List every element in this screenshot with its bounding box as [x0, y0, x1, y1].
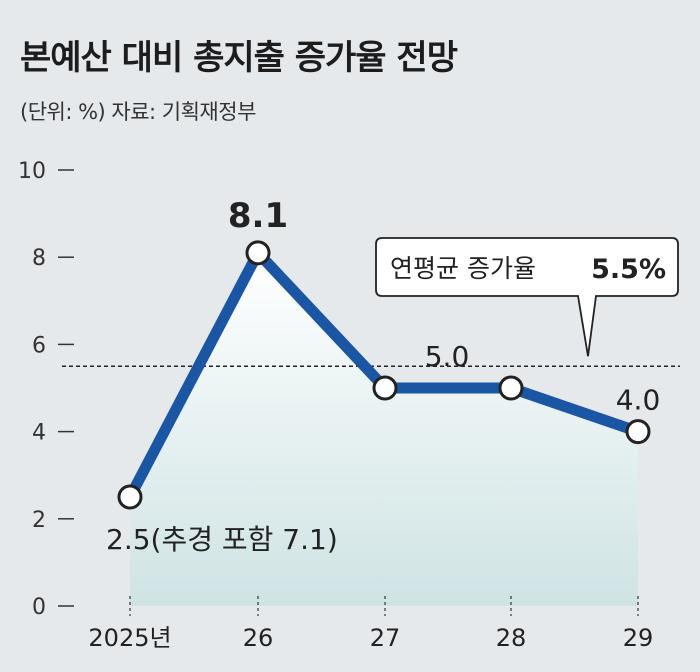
- data-point: [117, 484, 143, 510]
- y-tick-label: 6: [32, 333, 46, 358]
- data-point: [245, 240, 271, 266]
- y-tick-label: 4: [32, 421, 46, 446]
- x-tick-label: 2025년: [88, 624, 171, 652]
- chart-title: 본예산 대비 총지출 증가율 전망: [20, 38, 458, 78]
- data-label: 2.5(추경 포함 7.1): [106, 523, 338, 556]
- data-point: [498, 375, 524, 401]
- data-point: [372, 375, 398, 401]
- chart-subtitle: (단위: %) 자료: 기획재정부: [20, 100, 256, 124]
- average-callout-value: 5.5%: [591, 254, 666, 285]
- x-tick-label: 29: [623, 624, 654, 652]
- x-tick-label: 27: [370, 624, 401, 652]
- x-tick-label: 26: [243, 624, 274, 652]
- y-tick-label: 0: [32, 595, 46, 620]
- x-tick-label: 28: [496, 624, 527, 652]
- average-callout-box: [375, 237, 679, 357]
- y-tick-label: 2: [32, 508, 46, 533]
- data-label: 8.1: [228, 196, 288, 236]
- y-tick-label: 10: [18, 159, 46, 184]
- y-tick-label: 8: [32, 246, 46, 271]
- data-label: 5.0: [425, 340, 470, 373]
- data-label: 4.0: [616, 384, 661, 417]
- data-point: [625, 419, 651, 445]
- average-callout-label: 연평균 증가율: [390, 254, 536, 283]
- area-fill: [130, 252, 638, 606]
